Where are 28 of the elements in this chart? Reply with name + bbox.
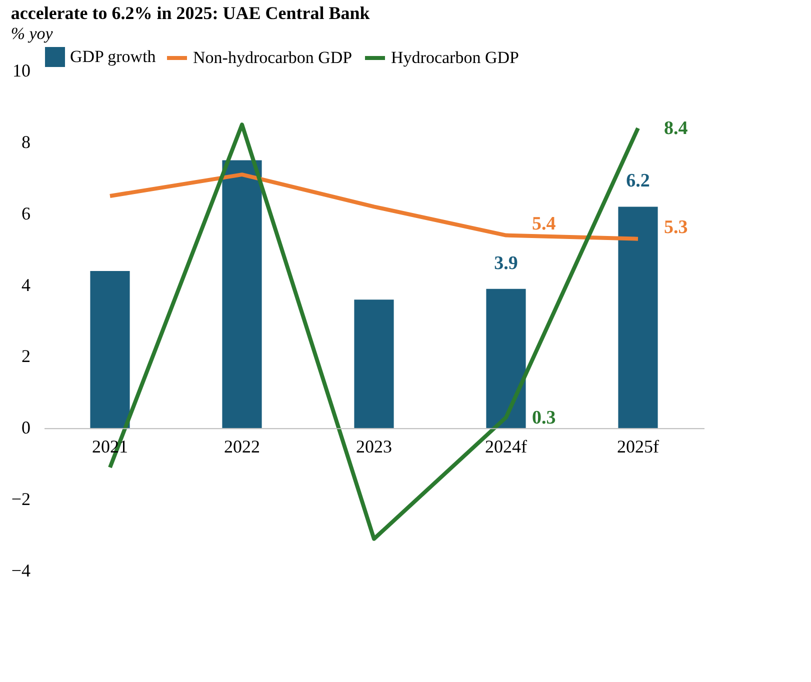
- x-tick-label: 2022: [224, 436, 260, 457]
- x-tick-label: 2023: [356, 436, 392, 457]
- bar: [486, 288, 526, 428]
- legend-label: Non-hydrocarbon GDP: [193, 48, 352, 67]
- y-tick-label: 2: [22, 346, 30, 366]
- bar: [222, 160, 262, 428]
- data-label: 8.4: [664, 118, 688, 140]
- y-tick-label: 8: [22, 132, 30, 152]
- data-label: 0.3: [532, 407, 556, 428]
- x-tick-label: 2025f: [617, 436, 659, 457]
- legend-label: Hydrocarbon GDP: [391, 48, 519, 67]
- data-label: 6.2: [626, 170, 650, 192]
- chart-title: accelerate to 6.2% in 2025: UAE Central Bank: [10, 3, 370, 23]
- bar: [90, 271, 130, 428]
- data-label: 5.3: [664, 216, 688, 238]
- y-tick-label: 6: [22, 203, 30, 224]
- y-axis-title: % yoy: [10, 24, 54, 43]
- y-tick-label: −2: [11, 489, 30, 510]
- bar: [618, 206, 658, 428]
- x-tick-label: 2024f: [485, 436, 527, 457]
- y-tick-label: −4: [11, 560, 30, 580]
- bar: [354, 300, 394, 428]
- y-tick-label: 10: [12, 60, 30, 80]
- y-tick-label: 0: [22, 418, 30, 438]
- y-tick-label: 4: [22, 274, 30, 295]
- legend-label: GDP growth: [70, 47, 156, 66]
- data-label: 5.4: [532, 213, 556, 234]
- data-label: 3.9: [494, 252, 518, 274]
